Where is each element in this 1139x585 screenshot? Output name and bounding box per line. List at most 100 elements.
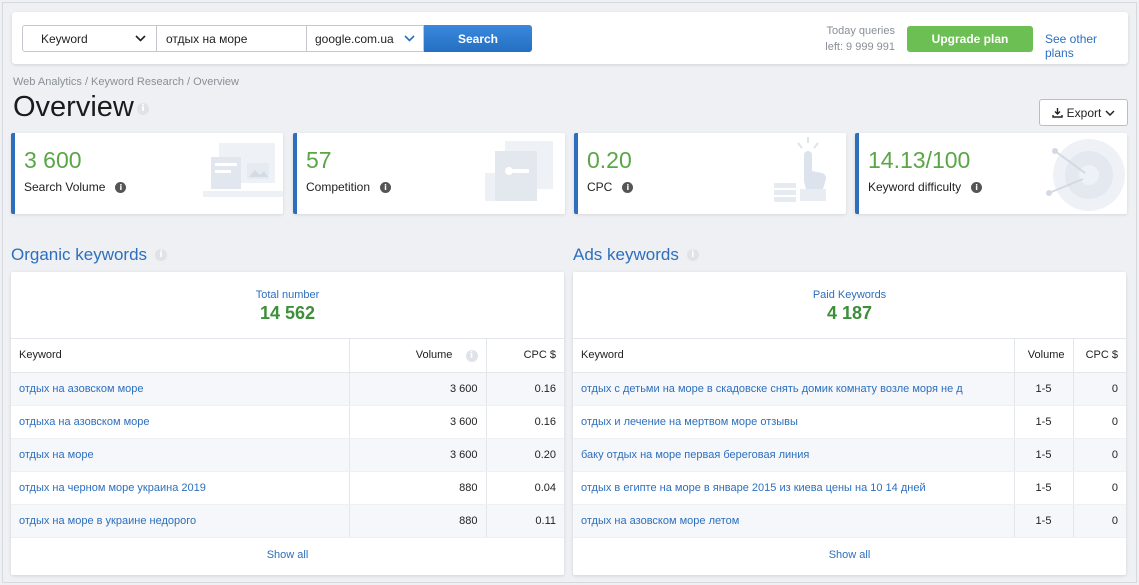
table-row: отдых на азовском море 3 600 0.16	[11, 372, 564, 406]
paid-keywords-value: 4 187	[826, 303, 873, 323]
table-row: отдых и лечение на мертвом море отзывы 1…	[573, 405, 1126, 439]
volume-cell: 3 600	[348, 372, 486, 406]
queries-left: left: 9 999 991	[825, 41, 895, 53]
cpc-cell: 0	[1072, 405, 1126, 439]
volume-cell: 1-5	[1013, 372, 1073, 406]
keyword-link[interactable]: отдых в египте на море в январе 2015 из …	[573, 471, 1014, 505]
upgrade-plan-button[interactable]: Upgrade plan	[907, 26, 1033, 52]
volume-cell: 880	[348, 504, 486, 538]
info-icon[interactable]: i	[971, 181, 983, 193]
table-row: отдых на море 3 600 0.20	[11, 438, 564, 472]
table-row: отдых в египте на море в январе 2015 из …	[573, 471, 1126, 505]
browser-key-icon	[485, 141, 553, 201]
metric-value: 3 600	[24, 147, 82, 173]
column-header-volume[interactable]: Volume	[1013, 339, 1073, 373]
target-icon	[1046, 139, 1125, 211]
volume-cell: 880	[348, 471, 486, 505]
table-row: отдых на азовском море летом 1-5 0	[573, 504, 1126, 538]
column-header-cpc[interactable]: CPC $	[1072, 339, 1126, 373]
info-icon[interactable]: i	[137, 103, 149, 115]
volume-cell: 1-5	[1013, 405, 1073, 439]
ads-keywords-panel: Paid Keywords 4 187 Keyword Volume CPC $…	[573, 272, 1126, 575]
column-header-keyword[interactable]: Keyword	[11, 339, 349, 373]
metric-label-text: CPC	[587, 180, 613, 194]
metric-card-cpc: 0.20 CPC i	[574, 133, 846, 214]
keyword-link[interactable]: отдых на черном море украина 2019	[11, 471, 349, 505]
keyword-link[interactable]: отдых с детьми на море в скадовске снять…	[573, 372, 1014, 406]
column-header-keyword[interactable]: Keyword	[573, 339, 1014, 373]
volume-cell: 1-5	[1013, 438, 1073, 472]
search-group: Keyword google.com.ua Search	[22, 25, 532, 52]
keyword-link[interactable]: отдых на азовском море летом	[573, 504, 1014, 538]
metric-label: Search Volume i	[24, 180, 127, 194]
cpc-cell: 0.20	[485, 438, 564, 472]
queries-label: Today queries	[826, 25, 896, 37]
metric-value: 57	[306, 147, 332, 173]
metric-value: 0.20	[587, 147, 632, 173]
breadcrumb: Web Analytics / Keyword Research / Overv…	[13, 76, 239, 88]
volume-cell: 1-5	[1013, 471, 1073, 505]
download-icon	[1051, 108, 1063, 118]
ads-total: Paid Keywords 4 187	[573, 272, 1126, 339]
keyword-link[interactable]: отдых и лечение на мертвом море отзывы	[573, 405, 1014, 439]
search-type-select[interactable]: Keyword	[22, 25, 157, 52]
paid-keywords-label: Paid Keywords	[812, 289, 887, 301]
table-header-row: Keyword Volume CPC $	[573, 339, 1126, 373]
column-header-cpc[interactable]: CPC $	[485, 339, 564, 373]
see-other-plans-link[interactable]: See other plans	[1045, 32, 1098, 60]
table-row: отдых на черном море украина 2019 880 0.…	[11, 471, 564, 505]
column-header-volume[interactable]: Volume i	[348, 339, 486, 373]
top-bar: Keyword google.com.ua Search Today queri…	[12, 12, 1128, 64]
cpc-cell: 0.11	[485, 504, 564, 538]
organic-keywords-title: Organic keywords i	[11, 245, 168, 265]
cpc-cell: 0	[1072, 504, 1126, 538]
table-row: отдых с детьми на море в скадовске снять…	[573, 372, 1126, 406]
total-number-value: 14 562	[259, 303, 316, 323]
metric-value-main: 14.13	[868, 147, 926, 173]
chevron-down-icon	[404, 35, 415, 42]
metric-card-competition: 57 Competition i	[293, 133, 565, 214]
keyword-input[interactable]	[157, 25, 307, 52]
page-title: Overview	[13, 91, 134, 123]
table-row: отдых на море в украине недорого 880 0.1…	[11, 504, 564, 538]
export-label: Export	[1066, 105, 1102, 120]
queries-counter: Today queries left: 9 999 991	[825, 23, 895, 55]
metric-value-suffix: /100	[925, 147, 971, 173]
cpc-cell: 0.16	[485, 372, 564, 406]
keyword-link[interactable]: баку отдых на море первая береговая лини…	[573, 438, 1014, 472]
keyword-link[interactable]: отдых на море	[11, 438, 349, 472]
metric-label: Keyword difficulty i	[868, 180, 983, 194]
metric-label-text: Competition	[306, 180, 371, 194]
info-icon[interactable]: i	[380, 181, 392, 193]
search-button[interactable]: Search	[424, 25, 532, 52]
metric-label-text: Search Volume	[24, 180, 106, 194]
metric-value: 14.13/100	[868, 147, 970, 174]
cpc-cell: 0.16	[485, 405, 564, 439]
organic-title-text: Organic keywords	[11, 245, 148, 264]
info-icon[interactable]: i	[155, 249, 168, 261]
chevron-down-icon	[135, 35, 146, 42]
info-icon[interactable]: i	[686, 249, 699, 261]
metric-card-search-volume: 3 600 Search Volume i	[11, 133, 283, 214]
organic-show-all-link[interactable]: Show all	[266, 548, 309, 561]
keyword-link[interactable]: отдых на море в украине недорого	[11, 504, 349, 538]
info-icon[interactable]: i	[622, 181, 634, 193]
metric-label: CPC i	[587, 180, 634, 194]
export-button[interactable]: Export	[1039, 99, 1128, 126]
keyword-link[interactable]: отдыха на азовском море	[11, 405, 349, 439]
hand-click-icon	[774, 137, 827, 202]
info-icon[interactable]: i	[465, 349, 478, 362]
database-select[interactable]: google.com.ua	[307, 25, 424, 52]
total-number-label: Total number	[255, 289, 320, 301]
info-icon[interactable]: i	[115, 181, 127, 193]
cpc-cell: 0	[1072, 438, 1126, 472]
table-row: баку отдых на море первая береговая лини…	[573, 438, 1126, 472]
ads-keywords-table: Keyword Volume CPC $ отдых с детьми на м…	[573, 339, 1126, 538]
organic-keywords-table: Keyword Volume i CPC $ отдых на азовском…	[11, 339, 564, 538]
volume-cell: 3 600	[348, 405, 486, 439]
volume-cell: 1-5	[1013, 504, 1073, 538]
metric-label: Competition i	[306, 180, 392, 194]
keyword-link[interactable]: отдых на азовском море	[11, 372, 349, 406]
ads-keywords-title: Ads keywords i	[573, 245, 699, 265]
ads-show-all-link[interactable]: Show all	[828, 548, 871, 561]
